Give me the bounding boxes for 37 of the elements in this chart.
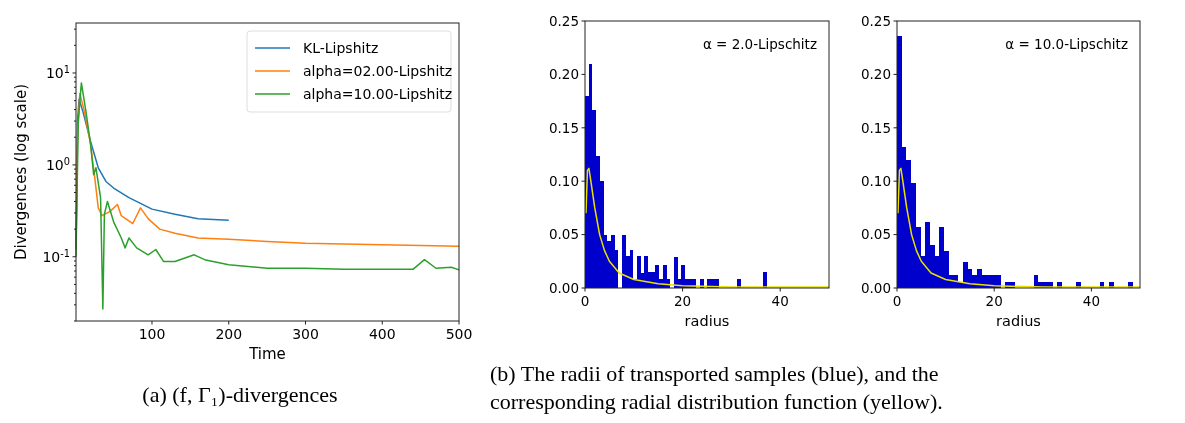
x-axis-title: radius <box>684 313 730 329</box>
x-tick-label: 300 <box>292 326 319 342</box>
y-tick-label: 0.10 <box>548 172 579 189</box>
text: (a) (f, Γ₁)-divergences <box>142 382 338 407</box>
y-tick-label: 0.00 <box>860 279 891 296</box>
y-tick-label: 0.15 <box>548 119 579 136</box>
x-tick-label: 200 <box>215 326 243 342</box>
annotation: α = 2.0-Lipschitz <box>702 36 817 52</box>
legend-label: alpha=02.00-Lipshitz <box>303 63 453 79</box>
y-tick-label: 0.10 <box>860 172 891 189</box>
x-tick-label: 0 <box>892 293 902 309</box>
x-axis-title: Time <box>248 345 286 363</box>
y-tick-label: 0.25 <box>860 12 891 29</box>
y-tick-label: 0.15 <box>860 119 891 136</box>
x-axis-title: radius <box>996 313 1041 329</box>
y-tick-label: 0.20 <box>860 66 891 83</box>
legend-label: alpha=10.00-Lipshitz <box>303 86 453 102</box>
annotation: α = 10.0-Lipschitz <box>1005 36 1128 52</box>
y-tick-label: 10$^{-1}$ <box>42 247 70 265</box>
y-axis-title: Divergences (log scale) <box>12 83 30 261</box>
x-tick-label: 400 <box>368 326 396 342</box>
y-tick-label: 0.25 <box>548 12 579 29</box>
x-tick-label: 500 <box>445 326 473 342</box>
text: (b) The radii of transported samples (blue), and the corresponding radial distribution function (yellow). <box>490 361 943 414</box>
x-tick-label: 40 <box>771 293 789 309</box>
y-tick-label: 0.00 <box>548 279 579 296</box>
x-tick-label: 100 <box>138 326 166 342</box>
x-tick-label: 20 <box>674 293 692 309</box>
x-tick-label: 0 <box>580 293 590 309</box>
y-tick-label: 0.05 <box>548 226 579 243</box>
y-tick-label: 10$^{0}$ <box>45 155 70 173</box>
y-tick-label: 0.20 <box>548 66 579 83</box>
y-tick-label: 0.05 <box>860 226 891 243</box>
x-tick-label: 40 <box>1082 293 1100 309</box>
legend-label: KL-Lipshitz <box>303 40 379 56</box>
x-tick-label: 20 <box>985 293 1003 309</box>
y-tick-label: 10$^{1}$ <box>45 63 70 81</box>
